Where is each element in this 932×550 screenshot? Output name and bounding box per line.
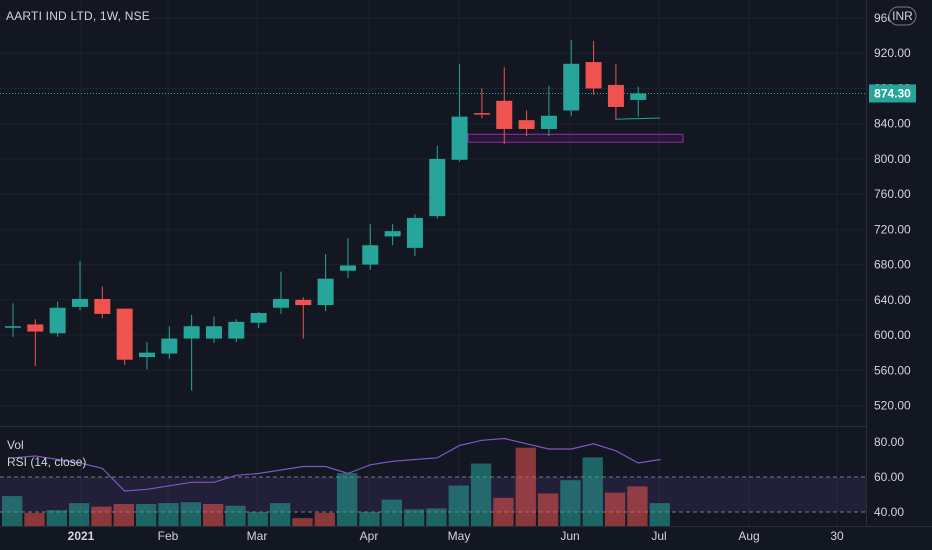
rsi-tick-label: 80.00 — [874, 435, 904, 449]
candle-body[interactable] — [183, 326, 200, 339]
volume-bar — [336, 473, 358, 526]
volume-bar — [180, 502, 201, 526]
candle-body[interactable] — [451, 116, 468, 160]
price-tick-label: 640.00 — [874, 293, 911, 307]
candle-body[interactable] — [630, 93, 647, 100]
volume-bar — [627, 486, 648, 526]
candle-body[interactable] — [585, 62, 602, 89]
symbol-title: AARTI IND LTD, 1W, NSE — [6, 9, 150, 23]
candle-body[interactable] — [362, 245, 379, 265]
candle-body[interactable] — [384, 231, 401, 237]
last-price-badge — [869, 84, 916, 103]
candle-body[interactable] — [540, 115, 557, 129]
volume-bar — [46, 510, 67, 526]
support-zone-box[interactable] — [467, 133, 684, 143]
volume-bar — [604, 492, 626, 526]
volume-bar — [314, 512, 335, 526]
candle-body[interactable] — [5, 326, 21, 328]
volume-indicator-label[interactable]: Vol — [7, 438, 24, 452]
volume-bar — [403, 509, 425, 526]
volume-bar — [2, 496, 23, 526]
trend-line[interactable] — [614, 117, 661, 120]
price-tick-label: 920.00 — [874, 46, 911, 60]
candle-body[interactable] — [161, 338, 178, 354]
price-tick-label: 600.00 — [874, 328, 911, 342]
volume-bar — [448, 485, 469, 526]
candle-body[interactable] — [563, 63, 580, 111]
candle-body[interactable] — [116, 308, 133, 360]
volume-bar — [560, 480, 581, 526]
volume-bar — [269, 503, 291, 526]
candle-body[interactable] — [205, 326, 222, 339]
volume-bar — [91, 506, 112, 526]
volume-bar — [359, 511, 380, 526]
volume-bar — [68, 503, 90, 526]
candle-body[interactable] — [429, 158, 446, 217]
last-price-label: 874.30 — [874, 86, 911, 100]
candle-body[interactable] — [607, 84, 624, 107]
candle-body[interactable] — [49, 307, 66, 334]
candle-body[interactable] — [71, 298, 88, 307]
time-tick-label: Apr — [360, 529, 379, 543]
price-tick-label: 760.00 — [874, 187, 911, 201]
rsi-tick-label: 40.00 — [874, 505, 904, 519]
volume-bar — [225, 505, 246, 526]
volume-bar — [202, 504, 224, 526]
time-tick-label: Jun — [560, 529, 579, 543]
candle-body[interactable] — [272, 298, 289, 308]
volume-bar — [158, 503, 179, 526]
currency-badge-label: INR — [892, 9, 913, 23]
time-tick-label: 2021 — [68, 529, 95, 543]
volume-bar — [247, 511, 268, 526]
volume-bar — [515, 447, 536, 526]
price-tick-label: 680.00 — [874, 258, 911, 272]
volume-bar — [582, 457, 603, 526]
time-tick-label: Mar — [247, 529, 268, 543]
volume-bar — [292, 518, 313, 526]
candle-body[interactable] — [317, 278, 334, 306]
currency-badge[interactable] — [888, 6, 917, 26]
candle-body[interactable] — [94, 298, 111, 314]
volume-bar — [470, 463, 492, 526]
volume-bar — [649, 503, 670, 526]
candle-body[interactable] — [295, 299, 312, 306]
volume-bar — [113, 504, 134, 526]
volume-bar — [493, 497, 514, 526]
rsi-line — [12, 437, 661, 492]
volume-bar — [24, 512, 45, 526]
candle-body[interactable] — [473, 113, 490, 115]
time-tick-label: May — [448, 529, 471, 543]
time-tick-label: Feb — [158, 529, 179, 543]
price-tick-label: 560.00 — [874, 363, 911, 377]
time-tick-label: Aug — [738, 529, 759, 543]
time-tick-label: Jul — [651, 529, 666, 543]
time-tick-label: 30 — [830, 529, 844, 543]
candle-body[interactable] — [228, 321, 245, 339]
candle-body[interactable] — [406, 217, 423, 248]
candle-body[interactable] — [339, 265, 356, 271]
candle-body[interactable] — [27, 324, 44, 332]
price-tick-label: 520.00 — [874, 399, 911, 413]
candle-body[interactable] — [518, 120, 535, 129]
candle-body[interactable] — [496, 100, 513, 129]
price-tick-label: 800.00 — [874, 152, 911, 166]
price-tick-label: 840.00 — [874, 117, 911, 131]
candle-body[interactable] — [138, 352, 155, 358]
volume-bar — [381, 499, 402, 526]
price-tick-label: 720.00 — [874, 222, 911, 236]
rsi-tick-label: 60.00 — [874, 470, 904, 484]
candle-body[interactable] — [250, 313, 267, 323]
volume-bar — [537, 493, 559, 526]
rsi-indicator-label[interactable]: RSI (14, close) — [7, 455, 87, 469]
volume-bar — [135, 504, 157, 526]
volume-bar — [426, 508, 447, 526]
